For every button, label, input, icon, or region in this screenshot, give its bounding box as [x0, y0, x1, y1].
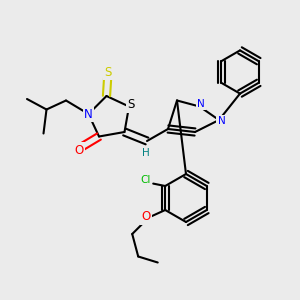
Text: S: S — [127, 98, 134, 112]
Text: Cl: Cl — [140, 175, 151, 185]
Text: N: N — [197, 99, 205, 109]
Text: O: O — [141, 210, 150, 224]
Text: O: O — [74, 143, 83, 157]
Text: N: N — [84, 107, 93, 121]
Text: S: S — [104, 65, 112, 79]
Text: H: H — [142, 148, 149, 158]
Text: N: N — [218, 116, 225, 127]
